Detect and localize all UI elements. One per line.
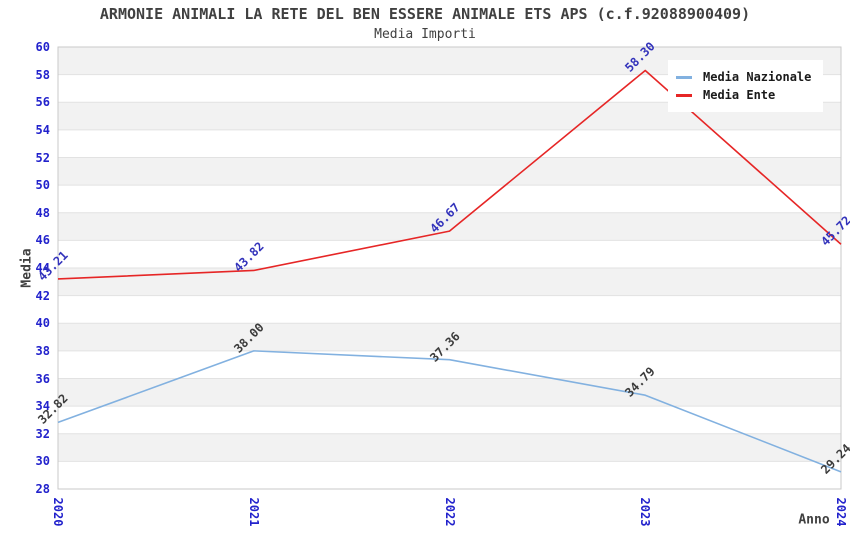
- legend-box: Media Nazionale Media Ente: [668, 60, 824, 112]
- plot-band: [58, 185, 841, 213]
- legend-item: Media Nazionale: [676, 70, 811, 84]
- plot-band: [58, 212, 841, 241]
- series-line-media-nazionale: [57, 350, 842, 473]
- y-tick-label: 36: [35, 371, 50, 386]
- x-tick-label: 2021: [246, 497, 261, 527]
- x-tick-label: 2024: [834, 497, 848, 527]
- chart-title: ARMONIE ANIMALI LA RETE DEL BEN ESSERE A…: [99, 5, 751, 23]
- legend-line-swatch-icon: [676, 75, 692, 79]
- y-tick-label: 58: [35, 67, 50, 82]
- y-tick-label: 30: [35, 454, 50, 469]
- y-tick-label: 28: [35, 482, 50, 496]
- plot-band: [58, 295, 841, 324]
- y-axis-title: Media: [19, 248, 35, 288]
- y-tick-label: 32: [35, 426, 50, 441]
- plot-band: [58, 268, 841, 296]
- y-tick-label: 34: [35, 399, 50, 414]
- plot-band: [58, 406, 841, 434]
- chart-subtitle: Media Importi: [374, 27, 476, 42]
- plot-band: [58, 129, 841, 158]
- y-tick-label: 40: [35, 316, 50, 331]
- y-tick-label: 48: [35, 205, 50, 220]
- legend-item: Media Ente: [676, 88, 811, 102]
- legend-item-label: Media Ente: [703, 88, 776, 102]
- series-line-media-ente: [57, 69, 842, 280]
- y-tick-label: 60: [35, 40, 50, 54]
- y-tick-label: 42: [35, 288, 50, 303]
- x-axis-title: Anno: [798, 512, 830, 528]
- y-tick-label: 52: [35, 150, 50, 165]
- y-tick-label: 54: [35, 122, 50, 137]
- y-tick-label: 46: [35, 233, 50, 248]
- plot-band: [58, 157, 841, 186]
- y-tick-label: 50: [35, 178, 50, 193]
- plot-border: [57, 46, 842, 490]
- legend-line-swatch-icon: [676, 93, 692, 97]
- x-tick-label: 2020: [51, 497, 65, 527]
- y-tick-label: 56: [35, 95, 50, 110]
- plot-band: [58, 240, 841, 268]
- plot-band: [58, 378, 841, 407]
- plot-band: [58, 350, 841, 379]
- y-tick-label: 44: [35, 261, 50, 275]
- legend-item-label: Media Nazionale: [703, 70, 812, 84]
- plot-band: [58, 461, 841, 489]
- plot-band: [58, 323, 841, 351]
- y-tick-label: 38: [35, 343, 50, 358]
- x-tick-label: 2022: [442, 497, 457, 527]
- x-tick-label: 2023: [638, 497, 653, 527]
- plot-band: [58, 433, 841, 462]
